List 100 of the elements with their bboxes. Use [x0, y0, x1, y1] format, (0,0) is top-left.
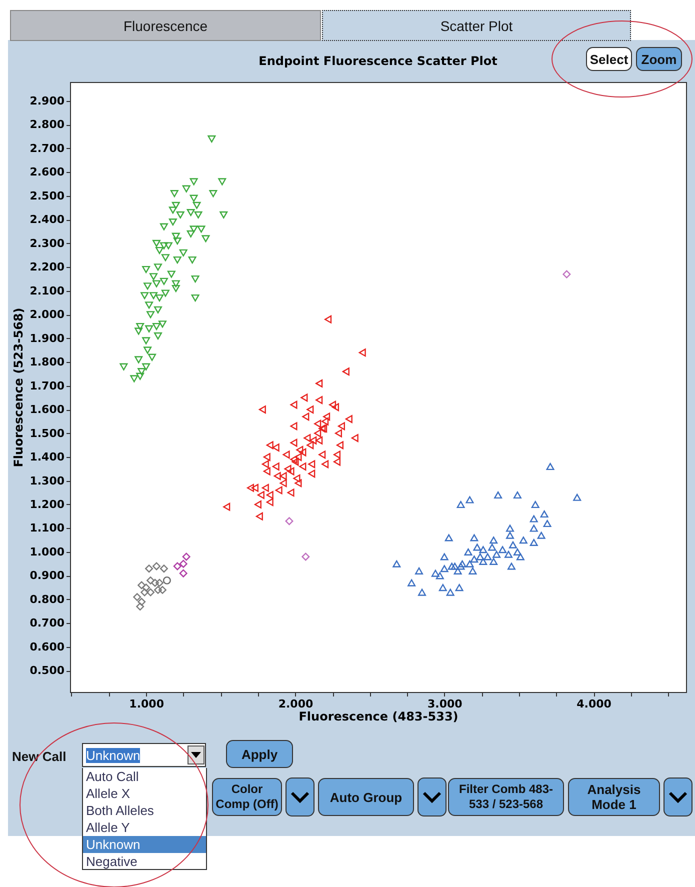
- button: Select: [586, 47, 632, 71]
- point: [133, 593, 142, 602]
- point: [537, 532, 546, 539]
- point: [444, 534, 453, 542]
- point: [145, 564, 154, 573]
- y-tick-label: 0.800: [30, 592, 65, 606]
- text: Negative: [82, 853, 207, 870]
- point: [436, 572, 444, 580]
- y-tick-label: 0.500: [30, 664, 65, 678]
- point: [151, 578, 160, 587]
- point: [152, 562, 160, 570]
- point: [438, 584, 447, 592]
- point: [446, 588, 454, 596]
- y-tick-label: 1.900: [30, 332, 65, 345]
- point: [479, 558, 488, 565]
- text: New Call: [12, 748, 68, 766]
- point: [531, 500, 540, 508]
- point: [562, 270, 571, 278]
- point: [470, 534, 478, 542]
- point: [454, 567, 462, 574]
- point: [179, 560, 188, 568]
- point: [392, 560, 401, 568]
- y-tick-label: 2.500: [30, 189, 65, 202]
- y-tick-label: 1.700: [30, 379, 65, 392]
- y-axis-title: Fluorescence (523-568): [12, 308, 26, 468]
- point: [492, 550, 501, 558]
- point: [179, 569, 188, 578]
- y-tick-label: 1.100: [30, 522, 65, 535]
- chart-title: Endpoint Fluorescence Scatter Plot: [258, 54, 498, 68]
- point: [156, 578, 164, 587]
- point: [470, 556, 478, 563]
- point: [146, 588, 155, 596]
- y-tick-label: 1.200: [30, 498, 65, 511]
- y-tick-label: 2.800: [30, 118, 65, 132]
- button: Color Comp (Off): [212, 778, 282, 816]
- y-tick-label: 1.300: [30, 474, 65, 488]
- point: [415, 567, 424, 574]
- text: Allele X: [82, 785, 207, 802]
- y-tick-label: 0.900: [30, 569, 65, 582]
- point: [508, 562, 516, 570]
- point: [456, 562, 465, 570]
- point: [138, 581, 146, 590]
- point: [431, 570, 440, 577]
- point: [494, 491, 502, 499]
- point: [468, 567, 477, 574]
- point: [408, 579, 416, 586]
- point: [440, 553, 448, 560]
- point: [490, 558, 498, 565]
- text: Unknown: [82, 836, 207, 853]
- point: [516, 553, 524, 560]
- point: [484, 553, 492, 560]
- point: [140, 588, 149, 596]
- point: [162, 576, 171, 584]
- point: [466, 560, 474, 568]
- x-tick-label: 4.000: [576, 698, 612, 710]
- text: Allele Y: [82, 819, 207, 836]
- point: [508, 541, 517, 548]
- point: [458, 560, 466, 568]
- tab: Fluorescence: [10, 10, 321, 41]
- point: [476, 553, 484, 560]
- point: [142, 584, 150, 592]
- button: Apply: [226, 740, 293, 768]
- text: Both Alleles: [82, 802, 207, 819]
- button: Zoom: [636, 47, 682, 71]
- point: [573, 494, 582, 501]
- point: [466, 496, 474, 504]
- button: Auto Group: [318, 778, 414, 816]
- point: [450, 562, 459, 570]
- point: [530, 515, 538, 522]
- y-tick-label: 2.300: [30, 236, 65, 250]
- y-tick-label: 1.500: [30, 426, 65, 440]
- point: [158, 586, 166, 594]
- x-tick-label: 3.000: [427, 698, 463, 710]
- point: [182, 552, 190, 561]
- tab: Scatter Plot: [322, 10, 631, 41]
- point: [136, 602, 144, 611]
- point: [173, 562, 182, 570]
- x-tick-label: 2.000: [278, 698, 314, 710]
- x-axis-title: Fluorescence (483-533): [298, 710, 458, 724]
- point: [455, 584, 464, 592]
- point: [418, 588, 426, 596]
- button: Filter Comb 483-533 / 523-568: [448, 778, 564, 816]
- point: [540, 510, 548, 518]
- y-tick-label: 1.800: [30, 356, 65, 369]
- y-tick-label: 0.600: [30, 640, 65, 654]
- point: [448, 562, 456, 570]
- y-tick-label: 2.900: [30, 94, 65, 108]
- point: [302, 552, 310, 561]
- point: [285, 517, 294, 526]
- point: [440, 565, 448, 572]
- point: [546, 462, 554, 470]
- point: [146, 576, 155, 584]
- y-tick-label: 2.100: [30, 284, 65, 298]
- point: [479, 546, 488, 554]
- y-tick-label: 1.600: [30, 403, 65, 416]
- point: [530, 538, 538, 546]
- y-tick-label: 2.400: [30, 213, 65, 226]
- point: [464, 548, 472, 556]
- button: Analysis Mode 1: [568, 778, 660, 816]
- point: [530, 524, 538, 532]
